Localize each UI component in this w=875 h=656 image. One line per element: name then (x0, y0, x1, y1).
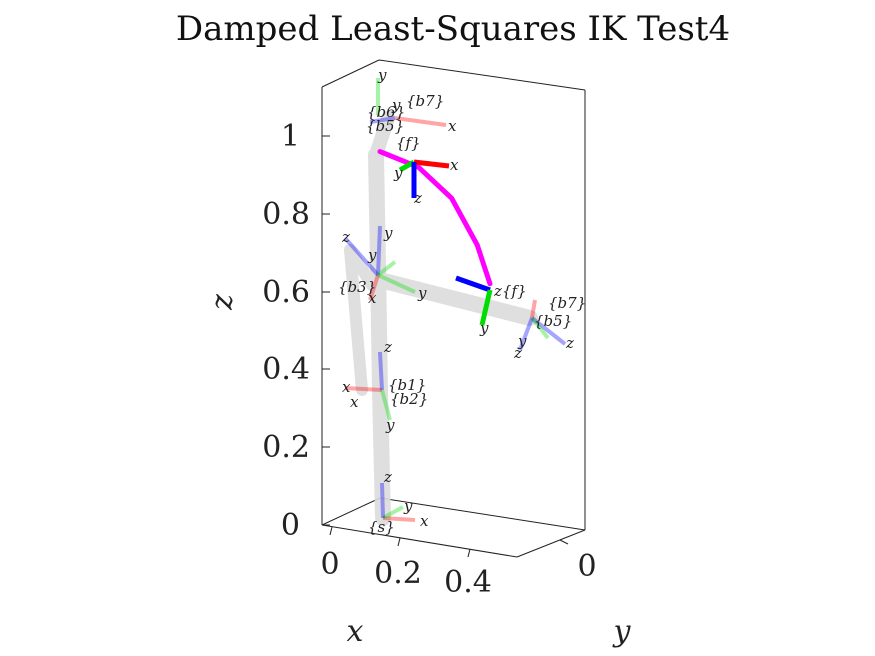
axis-label-y: y (479, 319, 489, 337)
x-tick-label: 0 (320, 547, 339, 582)
axis-label-z: z (513, 344, 522, 362)
axis-label-x: x (448, 117, 457, 135)
z-tick-label: 0.2 (262, 430, 310, 465)
y-axis-label: y (612, 614, 632, 649)
frame-label-b5: {b5} (366, 117, 404, 135)
frame-label-b2: {b2} (390, 390, 428, 408)
axis-label-y: y (417, 284, 427, 302)
y-tick-label: 0 (577, 549, 596, 584)
frame-label-s: {s} (368, 518, 395, 536)
frame-label-b1: {b1} (388, 376, 426, 394)
x-axis-label: x (347, 614, 364, 649)
axis-label-x: x (450, 156, 459, 174)
z-axis: 0 0.2 0.4 0.6 0.8 1 z (205, 119, 330, 543)
axis-label-z: z (565, 334, 574, 352)
axis-label-z: z (341, 228, 350, 246)
frame-label-b5: {b5} (534, 312, 572, 330)
axis-label-y: y (385, 416, 395, 434)
z-axis-label: z (205, 294, 240, 311)
frame-b1-b2: x x y z {b1} {b2} (342, 338, 428, 434)
z-tick-label: 1 (281, 119, 300, 154)
axis-label-y: y (367, 246, 377, 264)
axis-label-z: z (383, 338, 392, 356)
frame-b5-b7: y y x {b7} {b6} {b5} (366, 66, 457, 135)
y-axis: 0 y (559, 539, 632, 649)
z-tick-label: 0.4 (262, 352, 310, 387)
z-tick-label: 0 (281, 508, 300, 543)
frame-label-b7: {b7} (406, 92, 444, 110)
axis-label-z: z (383, 468, 392, 486)
axis-label-y: y (391, 96, 401, 114)
axis-label-y: y (403, 497, 413, 515)
target-frame-start: x y z {f} (393, 134, 459, 207)
trajectory-line (377, 149, 493, 287)
frame-s: x y z {s} (368, 468, 429, 536)
axis-label-y: y (393, 164, 403, 182)
axis-label-z: z (413, 189, 422, 207)
axis-label-y: y (383, 224, 393, 242)
axis-label-x: x (342, 378, 351, 396)
frame-end-pose: y z z {b7} {b5} (513, 294, 586, 362)
axis-label-y: y (517, 332, 527, 350)
axis-label-x: x (350, 393, 359, 411)
axis-label-x: x (368, 289, 377, 307)
frame-label-b3: {b3} (338, 278, 376, 296)
x-tick-label: 0.4 (444, 565, 492, 600)
axis-label-x: x (420, 512, 429, 530)
x-tick-label: 0.2 (374, 556, 422, 591)
frame-b3: z y y y x {b3} (338, 224, 427, 307)
frame-label-b7: {b7} (548, 294, 586, 312)
x-axis: 0 0.2 0.4 x (320, 526, 492, 649)
frame-label-b6: {b6} (367, 103, 405, 121)
chart-title: Damped Least-Squares IK Test4 (176, 9, 730, 49)
robot-links (344, 111, 538, 526)
axis-label-y: y (377, 66, 387, 84)
frame-label-f-start: {f} (396, 134, 421, 152)
target-frame-end: z y {f} (455, 275, 527, 337)
z-tick-label: 0.6 (262, 275, 310, 310)
axis-label-z: z (493, 282, 502, 300)
z-tick-label: 0.8 (262, 197, 310, 232)
frame-label-f-end: {f} (502, 282, 527, 300)
axes-box (321, 59, 586, 558)
